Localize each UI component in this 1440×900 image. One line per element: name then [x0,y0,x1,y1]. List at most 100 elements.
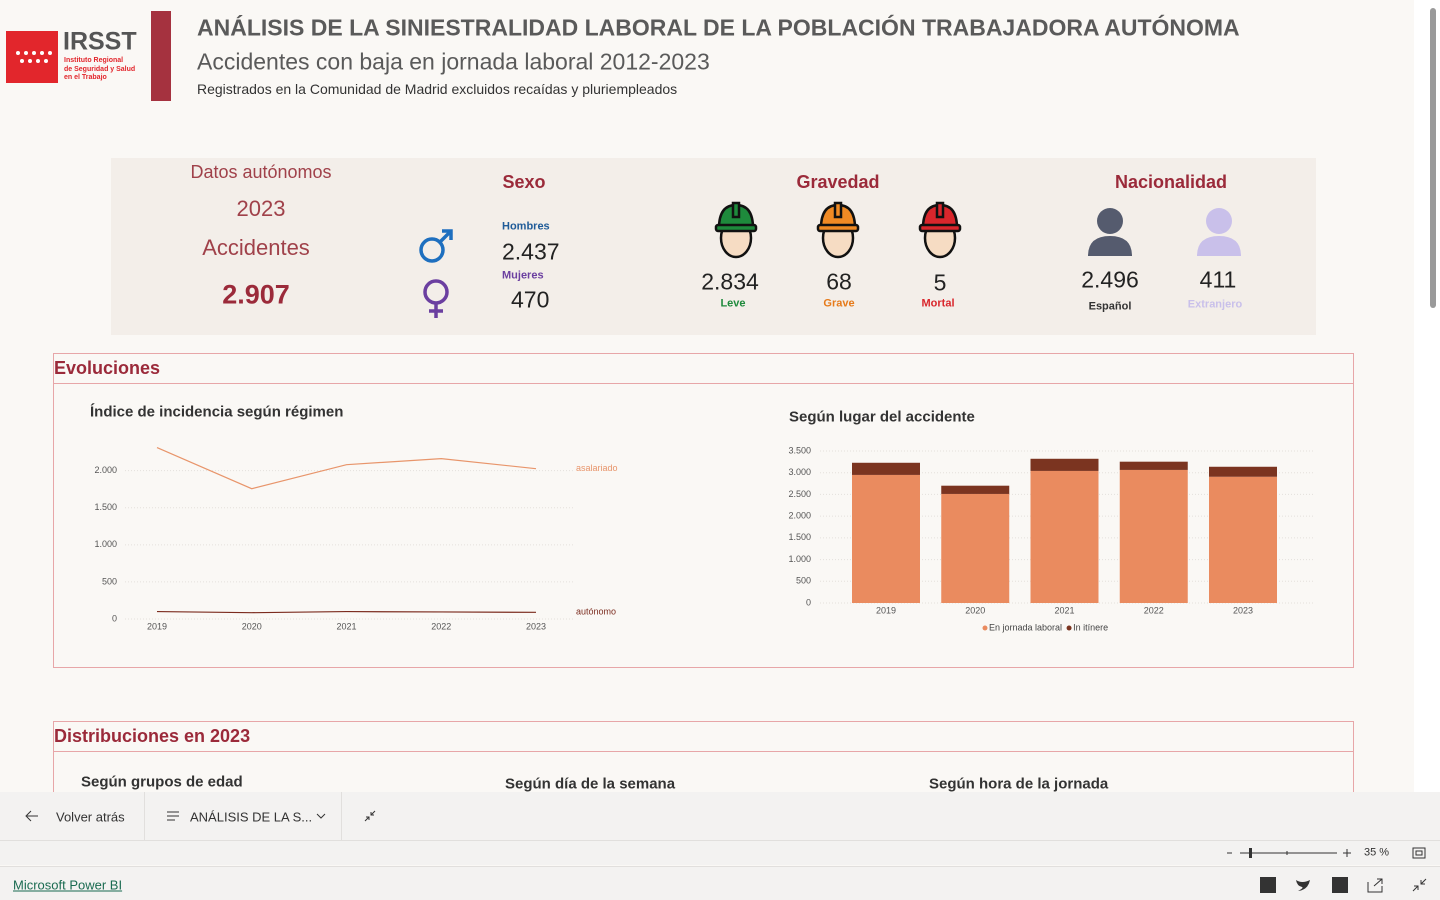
sexo-title: Sexo [502,172,546,192]
bar-segment [852,462,920,475]
share[interactable] [1367,878,1383,893]
sex-icons [419,229,453,318]
gravedad-title: Gravedad [796,172,880,192]
gravedad-value: 5 [933,269,947,296]
series-label: asalariado [576,463,618,473]
y-tick-label: 500 [796,576,811,586]
facebook[interactable] [1260,877,1276,893]
chart-title: Según grupos de edad [81,773,243,791]
evoluciones-section [53,353,1354,668]
logo-stars [16,51,52,63]
y-tick-label: 1.500 [788,532,811,542]
powerbi-link[interactable]: Microsoft Power BI [13,877,123,893]
legend-marker [1066,625,1072,631]
bar-segment [1209,476,1277,603]
section-title: Distribuciones en 2023 [54,726,251,746]
series-line [156,447,537,490]
x-tick-label: 2021 [336,621,356,631]
zoom-bar: 35 % [0,841,1440,865]
sexo-label: Hombres [502,220,550,233]
logo-line: de Seguridad y Salud [64,65,136,73]
y-tick-label: 0 [806,597,811,607]
scrollbar[interactable] [1414,0,1440,792]
share-icons [1260,877,1427,893]
y-tick-label: 3.000 [788,467,811,477]
gravedad-value: 2.834 [701,268,759,295]
y-tick-label: 1.000 [788,554,811,564]
chart-title: Según lugar del accidente [789,408,975,426]
bar-segment [1030,458,1099,471]
y-tick-label: 2.500 [788,489,811,499]
line-chart: 0 500 1.000 1.500 2.000 2019 2020 2021 2022 2023 a… [94,447,618,631]
page-selector[interactable]: ANÁLISIS DE LA S... [145,792,342,840]
nacionalidad-value: 411 [1199,266,1237,293]
x-tick-label: 2023 [526,621,546,631]
y-tick-label: 0 [112,613,117,623]
sexo-label: Mujeres [502,269,544,282]
back-button[interactable]: Volver atrás [0,792,145,840]
gravedad-value: 68 [826,268,852,295]
scroll-thumb[interactable] [1430,8,1436,308]
back-label: Volver atrás [56,809,125,825]
page-label: ANÁLISIS DE LA S... [190,809,313,825]
logo-line: en el Trabajo [64,74,107,81]
expand[interactable] [1412,878,1427,892]
report-title: ANÁLISIS DE LA SINIESTRALIDAD LABORAL DE… [197,14,1240,41]
series-line [156,610,537,614]
twitter[interactable] [1296,880,1310,891]
chart-title: Índice de incidencia según régimen [90,403,344,421]
logo-text: IRSST [63,27,137,56]
bar-segment [1119,461,1188,470]
x-tick-label: 2019 [147,621,167,631]
x-tick-label: 2023 [1233,605,1253,615]
bar-segment [941,485,1010,494]
section-header [54,354,1353,384]
sexo-value: 470 [511,286,550,313]
bar-segment [852,474,920,603]
report-note: Registrados en la Comunidad de Madrid ex… [197,81,678,97]
chevron [316,813,326,819]
gravedad-label: Grave [823,297,855,310]
legend-marker [982,625,988,631]
linkedin[interactable] [1332,877,1348,893]
y-tick-label: 3.500 [788,445,811,455]
y-tick-label: 1.000 [94,539,117,549]
sexo-value: 2.437 [502,238,560,265]
fit-page[interactable] [1412,847,1426,859]
bar-segment [1119,469,1188,603]
kpi-total: 2.907 [222,279,290,310]
logo-line: Instituto Regional [64,57,124,64]
gravedad-label: Leve [720,297,746,310]
bar-segment [1209,466,1277,477]
series-label: autónomo [576,607,616,617]
kpi-metric: Accidentes [202,235,310,260]
page-icon [167,811,179,821]
fullscreen-exit[interactable] [364,810,376,822]
section-title: Evoluciones [54,358,161,378]
footer: Microsoft Power BI [0,866,1440,900]
bar-chart: 0 500 1.000 1.500 2.000 2.500 3.000 3.500 2019 20… [788,445,1315,632]
x-tick-label: 2020 [242,621,262,631]
person-icons [1088,208,1241,256]
x-tick-label: 2022 [431,621,451,631]
x-tick-label: 2020 [965,605,985,615]
x-tick-label: 2019 [876,605,896,615]
nacionalidad-label: Extranjero [1187,298,1243,311]
bar-segment [941,493,1010,603]
bar-segment [1030,470,1099,603]
legend-label: En jornada laboral [989,622,1062,632]
x-tick-label: 2022 [1144,605,1164,615]
y-tick-label: 500 [102,576,117,586]
chart-title: Según hora de la jornada [929,775,1109,793]
toolbar: Volver atrás ANÁLISIS DE LA S... [0,792,1440,841]
zoom-slider[interactable] [1225,845,1355,861]
nacionalidad-label: Español [1088,300,1132,313]
helmet-icons [714,201,962,259]
chart-title: Según día de la semana [505,775,676,793]
nacionalidad-title: Nacionalidad [1114,172,1228,192]
kpi-label: Datos autónomos [190,162,332,182]
x-tick-label: 2021 [1054,605,1074,615]
y-tick-label: 2.000 [94,465,117,475]
